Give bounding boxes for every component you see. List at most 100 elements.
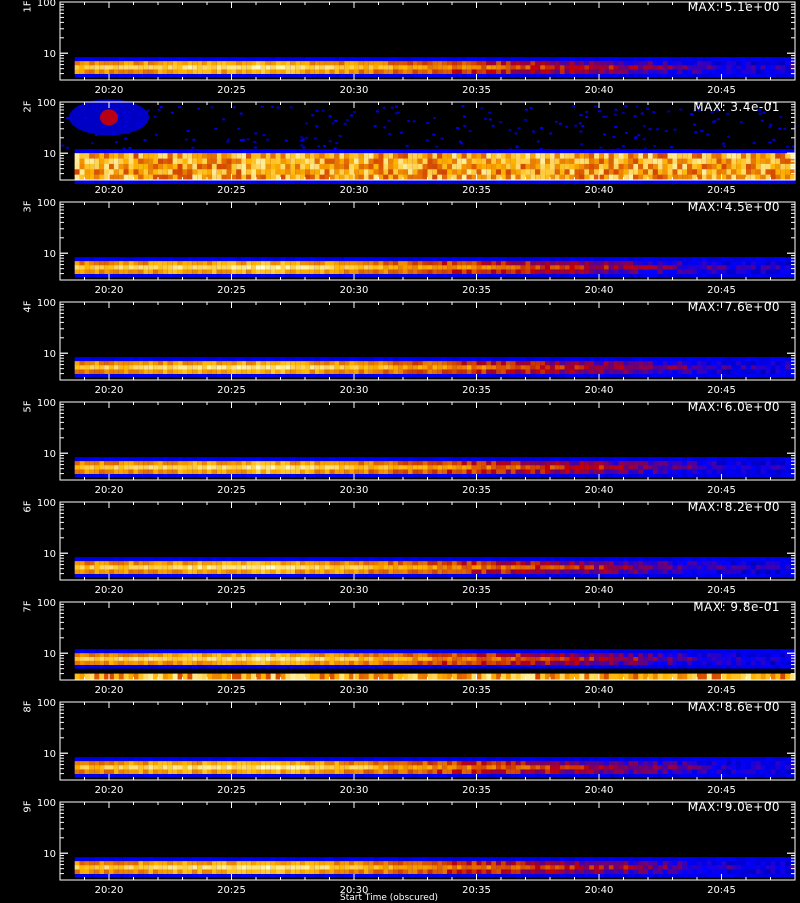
heatmap-cell xyxy=(722,365,728,370)
heatmap-cell xyxy=(251,369,257,374)
heatmap-cell xyxy=(80,361,86,366)
heatmap-cell xyxy=(359,569,365,574)
heatmap-cell xyxy=(75,465,81,470)
heatmap-cell xyxy=(192,365,198,370)
heatmap-cell xyxy=(713,120,716,122)
heatmap-cell xyxy=(599,261,605,266)
heatmap-cell xyxy=(285,140,288,142)
heatmap-cell xyxy=(692,261,698,266)
heatmap-cell xyxy=(491,265,497,270)
heatmap-cell xyxy=(570,361,576,366)
heatmap-cell xyxy=(780,153,786,159)
heatmap-cell xyxy=(89,169,95,175)
heatmap-cell xyxy=(163,569,169,574)
heatmap-cell xyxy=(603,133,606,135)
heatmap-cell xyxy=(330,365,336,370)
y-tick-label: 100 xyxy=(37,98,56,109)
heatmap-cell xyxy=(227,269,233,274)
heatmap-cell xyxy=(648,461,654,466)
heatmap-cell xyxy=(712,261,718,266)
heatmap-cell xyxy=(648,365,654,370)
heatmap-cell xyxy=(173,169,179,175)
heatmap-cell xyxy=(109,569,115,574)
heatmap-cell xyxy=(285,164,291,170)
heatmap-cell xyxy=(428,369,434,374)
heatmap-cell xyxy=(584,169,590,175)
heatmap-cell xyxy=(658,361,664,366)
heatmap-cell xyxy=(746,365,752,370)
heatmap-cell xyxy=(138,69,144,74)
heatmap-cell xyxy=(266,365,272,370)
heatmap-cell xyxy=(697,461,703,466)
heatmap-cell xyxy=(668,461,674,466)
heatmap-cell xyxy=(432,269,438,274)
heatmap-cell xyxy=(276,107,279,109)
heatmap-cell xyxy=(197,469,203,474)
heatmap-cell xyxy=(717,465,723,470)
heatmap-cell xyxy=(619,361,625,366)
heatmap-cell xyxy=(354,159,360,165)
heatmap-cell xyxy=(687,169,693,175)
heatmap-cell xyxy=(643,565,649,570)
heatmap-cell xyxy=(339,369,345,374)
y-tick-label: 10 xyxy=(43,449,56,460)
heatmap-cell xyxy=(266,369,272,374)
heatmap-cell xyxy=(677,169,683,175)
heatmap-cell xyxy=(447,469,453,474)
heatmap-cell xyxy=(222,265,228,270)
heatmap-cell xyxy=(545,61,551,66)
heatmap-cell xyxy=(524,119,527,121)
heatmap-cell xyxy=(349,265,355,270)
heatmap-cell xyxy=(364,69,370,74)
heatmap-cell xyxy=(144,139,147,141)
heatmap-cell xyxy=(687,465,693,470)
heatmap-cell xyxy=(119,269,125,274)
heatmap-cell xyxy=(726,469,732,474)
heatmap-cell xyxy=(540,361,546,366)
heatmap-cell xyxy=(428,65,434,70)
heatmap-cell xyxy=(305,137,308,139)
heatmap-cell xyxy=(217,69,223,74)
heatmap-cell xyxy=(746,269,752,274)
heatmap-cell xyxy=(212,569,218,574)
heatmap-cell xyxy=(702,69,708,74)
heatmap-cell xyxy=(353,111,356,113)
heatmap-cell xyxy=(456,127,459,129)
heatmap-cell xyxy=(771,169,777,175)
heatmap-cell xyxy=(540,369,546,374)
heatmap-cell xyxy=(148,569,154,574)
heatmap-cell xyxy=(398,465,404,470)
heatmap-cell xyxy=(614,465,620,470)
heatmap-cell xyxy=(516,169,522,175)
heatmap-cell xyxy=(687,69,693,74)
heatmap-cell xyxy=(153,569,159,574)
heatmap-cell xyxy=(516,361,522,366)
heatmap-cell xyxy=(251,561,257,566)
heatmap-cell xyxy=(403,69,409,74)
heatmap-cell xyxy=(622,112,625,114)
heatmap-cell xyxy=(723,145,726,147)
heatmap-cell xyxy=(726,153,732,159)
heatmap-cell xyxy=(579,261,585,266)
heatmap-cell xyxy=(153,461,159,466)
x-tick-label: 20:20 xyxy=(95,85,124,96)
heatmap-cell xyxy=(746,465,752,470)
heatmap-cell xyxy=(437,469,443,474)
heatmap-cell xyxy=(619,269,625,274)
heatmap-cell xyxy=(398,361,404,366)
heatmap-cell xyxy=(481,469,487,474)
heatmap-cell xyxy=(560,169,566,175)
heatmap-cell xyxy=(138,369,144,374)
heatmap-cell xyxy=(305,265,311,270)
heatmap-cell xyxy=(261,561,267,566)
heatmap-cell xyxy=(143,61,149,66)
heatmap-cell xyxy=(339,365,345,370)
heatmap-cell xyxy=(325,153,331,159)
heatmap-cell xyxy=(599,159,605,165)
heatmap-cell xyxy=(496,261,502,266)
heatmap-cell xyxy=(648,561,654,566)
heatmap-cell xyxy=(359,164,365,170)
heatmap-cell xyxy=(604,269,610,274)
heatmap-cell xyxy=(266,269,272,274)
heatmap-cell xyxy=(369,261,375,266)
